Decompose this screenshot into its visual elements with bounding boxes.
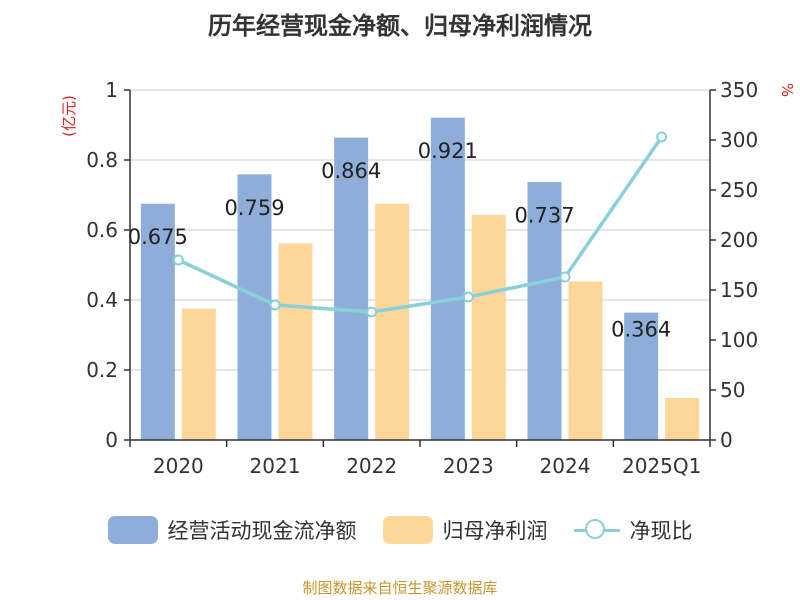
legend-swatch-bar-blue <box>107 516 158 544</box>
line-point <box>462 291 474 303</box>
bar-operating-cash-flow <box>527 182 562 441</box>
x-tick-label: 2023 <box>443 454 494 478</box>
data-label: 0.921 <box>418 139 478 163</box>
data-label: 0.864 <box>321 159 381 183</box>
legend: 经营活动现金流净额 归母净利润 净现比 <box>0 515 800 545</box>
y-right-tick-label: 350 <box>720 78 758 102</box>
bar-net-profit <box>278 243 313 440</box>
y-right-tick-label: 50 <box>720 378 745 402</box>
line-point <box>269 299 281 311</box>
source-note: 制图数据来自恒生聚源数据库 <box>302 579 498 597</box>
y-right-tick-label: 150 <box>720 278 758 302</box>
y-left-tick-label: 0.8 <box>86 148 118 172</box>
y-left-tick-label: 0.4 <box>86 288 118 312</box>
y-left-tick-label: 0.2 <box>86 358 118 382</box>
bar-operating-cash-flow <box>624 312 659 440</box>
x-tick-label: 2025Q1 <box>622 454 701 478</box>
legend-swatch-line-circle <box>573 516 620 544</box>
x-tick-label: 2022 <box>346 454 397 478</box>
legend-label: 经营活动现金流净额 <box>167 519 357 543</box>
line-point <box>366 306 378 318</box>
data-label: 0.364 <box>611 317 671 341</box>
y-left-tick-label: 0 <box>105 428 118 452</box>
bar-net-profit <box>665 398 700 440</box>
bar-net-profit <box>471 214 506 440</box>
line-point <box>559 271 571 283</box>
legend-item-net-profit[interactable]: 归母净利润 <box>382 515 548 545</box>
legend-swatch-bar-orange <box>382 516 433 544</box>
bar-operating-cash-flow <box>430 117 465 441</box>
y-right-tick-label: 250 <box>720 178 758 202</box>
data-label: 0.737 <box>514 204 574 228</box>
x-tick-label: 2024 <box>540 454 591 478</box>
legend-label: 净现比 <box>629 519 693 543</box>
bar-net-profit <box>375 203 410 440</box>
tick-labels: 0 0.2 0.4 0.6 0.8 1 0 50 100 150 200 250 300 350 2020 2… <box>86 78 758 478</box>
y-right-tick-label: 100 <box>720 328 758 352</box>
bar-operating-cash-flow <box>140 203 175 440</box>
data-label: 0.759 <box>224 196 284 220</box>
bar-operating-cash-flow <box>237 174 272 440</box>
bar-operating-cash-flow <box>334 137 369 440</box>
data-label: 0.675 <box>128 225 188 249</box>
line-point <box>172 254 184 266</box>
y-left-tick-label: 1 <box>105 78 118 102</box>
legend-item-operating-cash-flow[interactable]: 经营活动现金流净额 <box>107 515 357 545</box>
x-tick-label: 2020 <box>153 454 204 478</box>
y-left-axis-label: (亿元) <box>60 95 78 137</box>
y-right-tick-label: 0 <box>720 428 733 452</box>
bar-net-profit <box>181 308 216 440</box>
y-right-tick-label: 200 <box>720 228 758 252</box>
legend-label: 归母净利润 <box>442 519 548 543</box>
y-right-tick-label: 300 <box>720 128 758 152</box>
line-point <box>656 131 668 143</box>
bar-net-profit <box>568 281 603 440</box>
y-left-tick-label: 0.6 <box>86 218 118 242</box>
x-tick-label: 2021 <box>250 454 301 478</box>
chart-title: 历年经营现金净额、归母净利润情况 <box>208 12 592 40</box>
data-label-layer: 0.675 0.759 0.864 0.921 0.737 0.364 <box>128 139 671 341</box>
y-right-axis-label: % <box>778 83 796 97</box>
line-series-layer <box>172 131 668 318</box>
legend-item-cash-ratio[interactable]: 净现比 <box>573 515 693 545</box>
line-cash-ratio <box>177 136 664 314</box>
bar-layer <box>140 117 700 441</box>
grid-lines <box>130 89 710 371</box>
